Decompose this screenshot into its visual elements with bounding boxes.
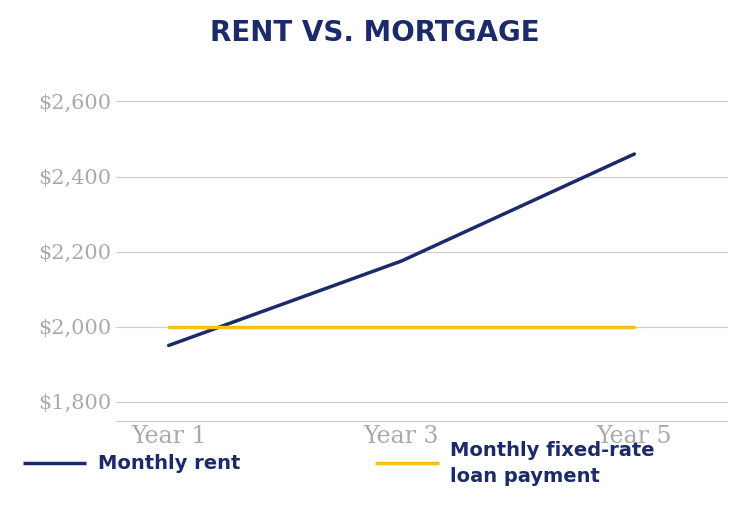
Text: loan payment: loan payment (450, 467, 600, 486)
Text: Monthly rent: Monthly rent (98, 454, 240, 473)
Text: Monthly fixed-rate: Monthly fixed-rate (450, 441, 655, 460)
Text: RENT VS. MORTGAGE: RENT VS. MORTGAGE (210, 19, 540, 47)
